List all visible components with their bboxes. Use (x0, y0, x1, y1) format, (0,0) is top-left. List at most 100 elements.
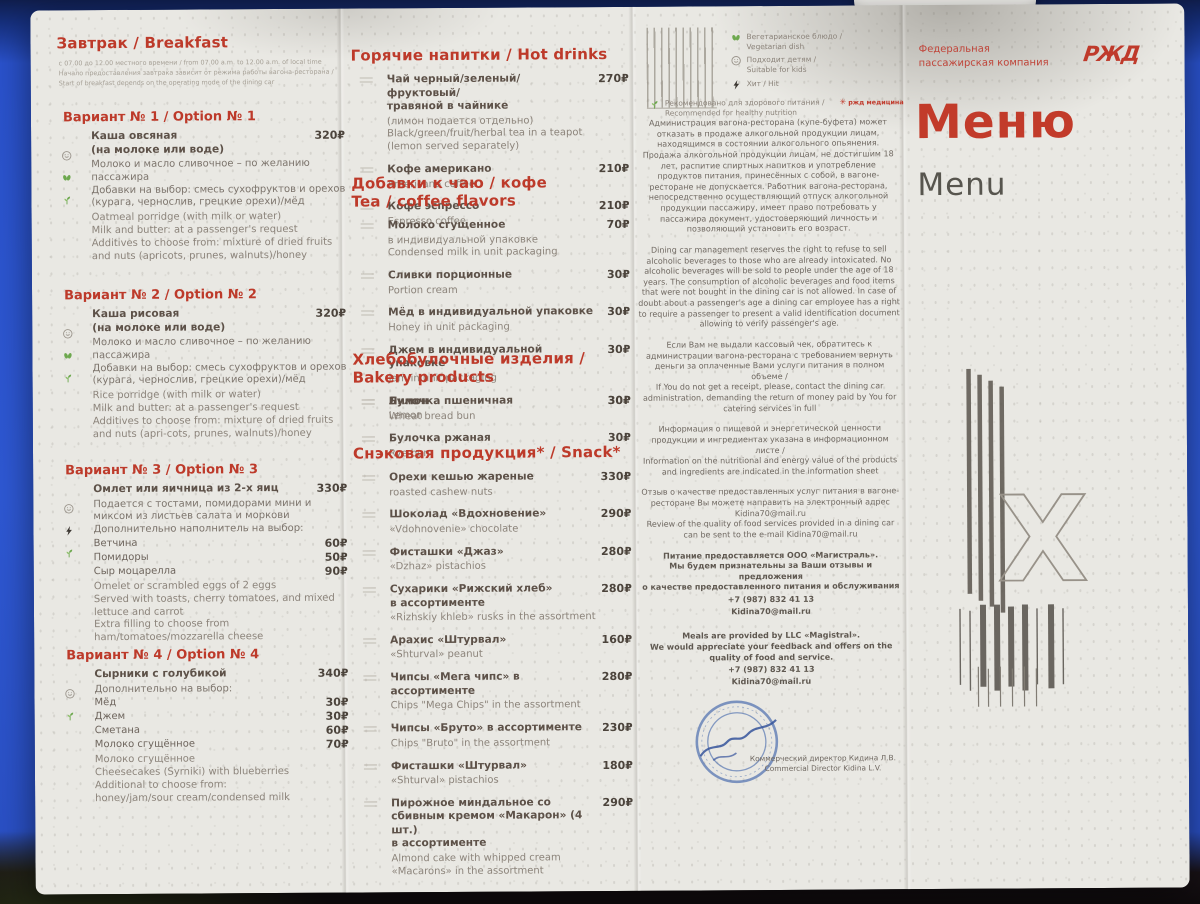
vegetarian-icon (64, 353, 72, 359)
item-description: Honey in unit packaging (388, 321, 510, 334)
dish-description-ru: Дополнительно на выбор: (94, 682, 233, 695)
extra-price: 60₽ (324, 536, 348, 550)
item-description: Wheat bread bun (388, 410, 476, 422)
item-description: Almond cake with whipped cream «Macarons… (391, 852, 561, 878)
rzd-medicine-badge: ✳ ржд медицина (839, 97, 904, 107)
dish-price: 340₽ (317, 666, 349, 680)
company-stamp (695, 700, 779, 784)
dish-description-en: Oatmeal porridge (with milk or water) Mi… (91, 211, 333, 262)
item-name: Мёд в индивидуальной упаковке (388, 305, 594, 319)
item-description: «Shturval» peanut (390, 649, 483, 661)
extra-row: Сметана 60₽ (95, 724, 349, 739)
legend-vegetarian: Вегетарианское блюдо / Vegetarian dish (730, 31, 898, 51)
item-description: «Dzhaz» pistachios (389, 560, 486, 573)
extra-name: Сыр моцарелла (93, 565, 177, 578)
breakfast-title: Завтрак / Breakfast (56, 33, 229, 53)
info-paragraph: Отзыв о качестве предоставленных услуг п… (641, 486, 900, 540)
menu-item: Пирожное миндальное со сбивным кремом «М… (355, 796, 633, 879)
breakfast-hours-note: с 07.00 до 12.00 местного времени / from… (58, 57, 334, 88)
item-description: «Shturval» pistachios (390, 774, 499, 787)
item-name: Шоколад «Вдохновение» (389, 507, 547, 521)
item-name: Молоко сгущенное (387, 218, 506, 232)
healthy-icon (66, 549, 73, 558)
extra-price: 50₽ (324, 550, 348, 564)
comb-graphic (646, 27, 717, 109)
extras-list: Мёд 30₽ Джем 30₽ Сметана 60₽ Молоко сгущённ… (95, 696, 349, 753)
option-title: Вариант № 3 / Option № 3 (65, 462, 259, 479)
item-description: в индивидуальной упаковке Condensed milk… (387, 233, 558, 259)
tea-coffee-flavors-title: Добавки к чаю / кофе Tea / coffee flavor… (351, 173, 547, 211)
extra-row: Мёд 30₽ (95, 696, 349, 711)
info-paragraph: Если Вам не выдали кассовый чек, обратит… (642, 339, 897, 413)
item-name: Пирожное миндальное со сбивным кремом «М… (391, 796, 583, 850)
menu-item: Арахис «Штурвал» 160₽ «Shturval» peanut (354, 633, 632, 663)
menu-item: Чай черный/зеленый/фруктовый/ травяной в… (351, 72, 629, 155)
extra-price: 30₽ (325, 695, 349, 710)
snack-list: Орехи кешью жареные 330₽ roasted cashew n… (353, 470, 633, 879)
dish-description-en: Omelet or scrambled eggs of 2 eggs Serve… (93, 579, 335, 644)
item-description: Chips "Bruto" in the assortment (390, 737, 551, 750)
item-name: Орехи кешью жареные (389, 470, 534, 484)
menu-leaflet: Завтрак / Breakfast с 07.00 до 12.00 мес… (30, 3, 1192, 895)
option-title: Вариант № 4 / Option № 4 (66, 647, 260, 664)
item-price: 180₽ (602, 758, 633, 772)
extra-row: Сыр моцарелла 90₽ (94, 565, 348, 580)
cover-column: Федеральная пассажирская компания РЖД Ме… (906, 20, 1177, 882)
email-address: Kidina70@mail.ru (731, 676, 812, 687)
extra-name: Сметана (94, 725, 141, 737)
item-price: 280₽ (601, 581, 632, 596)
svg-text:Х: Х (997, 470, 1089, 609)
item-name: Чипсы «Бруто» в ассортименте (390, 721, 582, 735)
company-name: Федеральная пассажирская компания (918, 43, 1049, 70)
rzd-logo: РЖД (1081, 41, 1141, 67)
kids-icon (65, 689, 75, 699)
item-price: 290₽ (600, 507, 632, 521)
item-price: 30₽ (606, 268, 630, 282)
extras-list: Ветчина 60₽ Помидоры 50₽ Сыр моцарелла 90₽ (94, 537, 348, 580)
extra-price: 30₽ (325, 709, 349, 724)
item-price: 270₽ (598, 71, 629, 86)
provider-en: Meals are provided by LLC «Magistral». W… (650, 630, 893, 662)
menu-item: Булочка пшеничная 30₽ Wheat bread bun (353, 394, 631, 424)
breakfast-option-3: Вариант № 3 / Option № 3 Омлет или яични… (59, 462, 348, 646)
info-paragraph: Dining car management reserves the right… (638, 244, 900, 329)
vegetarian-icon (63, 175, 71, 181)
option-title: Вариант № 2 / Option № 2 (64, 287, 257, 304)
option-title: Вариант № 1 / Option № 1 (62, 109, 256, 126)
item-price: 290₽ (602, 795, 634, 809)
item-name: Чипсы «Мега чипс» в ассортименте (390, 670, 520, 698)
item-price: 160₽ (601, 632, 633, 646)
legend-label: Хит / Hit (746, 78, 779, 88)
extra-row: Помидоры 50₽ (94, 551, 348, 566)
dish-name: Сырники с голубикой (94, 667, 227, 681)
menu-title-en: Menu (917, 166, 1007, 204)
legend: Вегетарианское блюдо / Vegetarian dish П… (730, 31, 898, 94)
breakfast-option-2: Вариант № 2 / Option № 2 Каша рисовая (н… (58, 287, 347, 442)
phone-number: +7 (987) 832 41 13 (727, 594, 815, 605)
item-name: Сливки порционные (387, 268, 513, 282)
dish-price: 330₽ (316, 481, 348, 495)
extra-row: Ветчина 60₽ (94, 537, 348, 552)
snack-title: Снэковая продукция* / Snack* (352, 442, 621, 463)
menu-item: Фисташки «Джаз» 280₽ «Dzhaz» pistachios (354, 545, 632, 575)
kids-icon (62, 151, 72, 161)
director-caption: Коммерческий директор Кидина Л.В. Commer… (749, 753, 896, 774)
hit-icon (66, 526, 72, 536)
item-price: 70₽ (606, 217, 630, 232)
x-brand-graphic: Х (959, 368, 1090, 707)
info-paragraphs: Администрация вагона-ресторана (купе-буф… (637, 117, 903, 698)
menu-item: Чипсы «Мега чипс» в ассортименте 280₽ Chi… (354, 670, 632, 714)
item-price: 330₽ (600, 469, 632, 484)
breakfast-option-4: Вариант № 4 / Option № 4 Сырники с голуб… (60, 647, 349, 806)
menu-item: Молоко сгущенное 70₽ в индивидуальной упа… (352, 218, 630, 261)
item-price: 30₽ (607, 393, 631, 408)
extra-name: Молоко сгущённое (94, 738, 196, 751)
healthy-icon (65, 374, 72, 383)
item-price: 280₽ (600, 544, 632, 558)
hit-icon (733, 79, 740, 89)
menu-item: Сливки порционные 30₽ Portion cream (352, 268, 630, 298)
item-name: Фисташки «Штурвал» (390, 759, 528, 772)
extra-name: Джем (94, 711, 126, 723)
medicine-star-icon: ✳ (839, 97, 847, 107)
